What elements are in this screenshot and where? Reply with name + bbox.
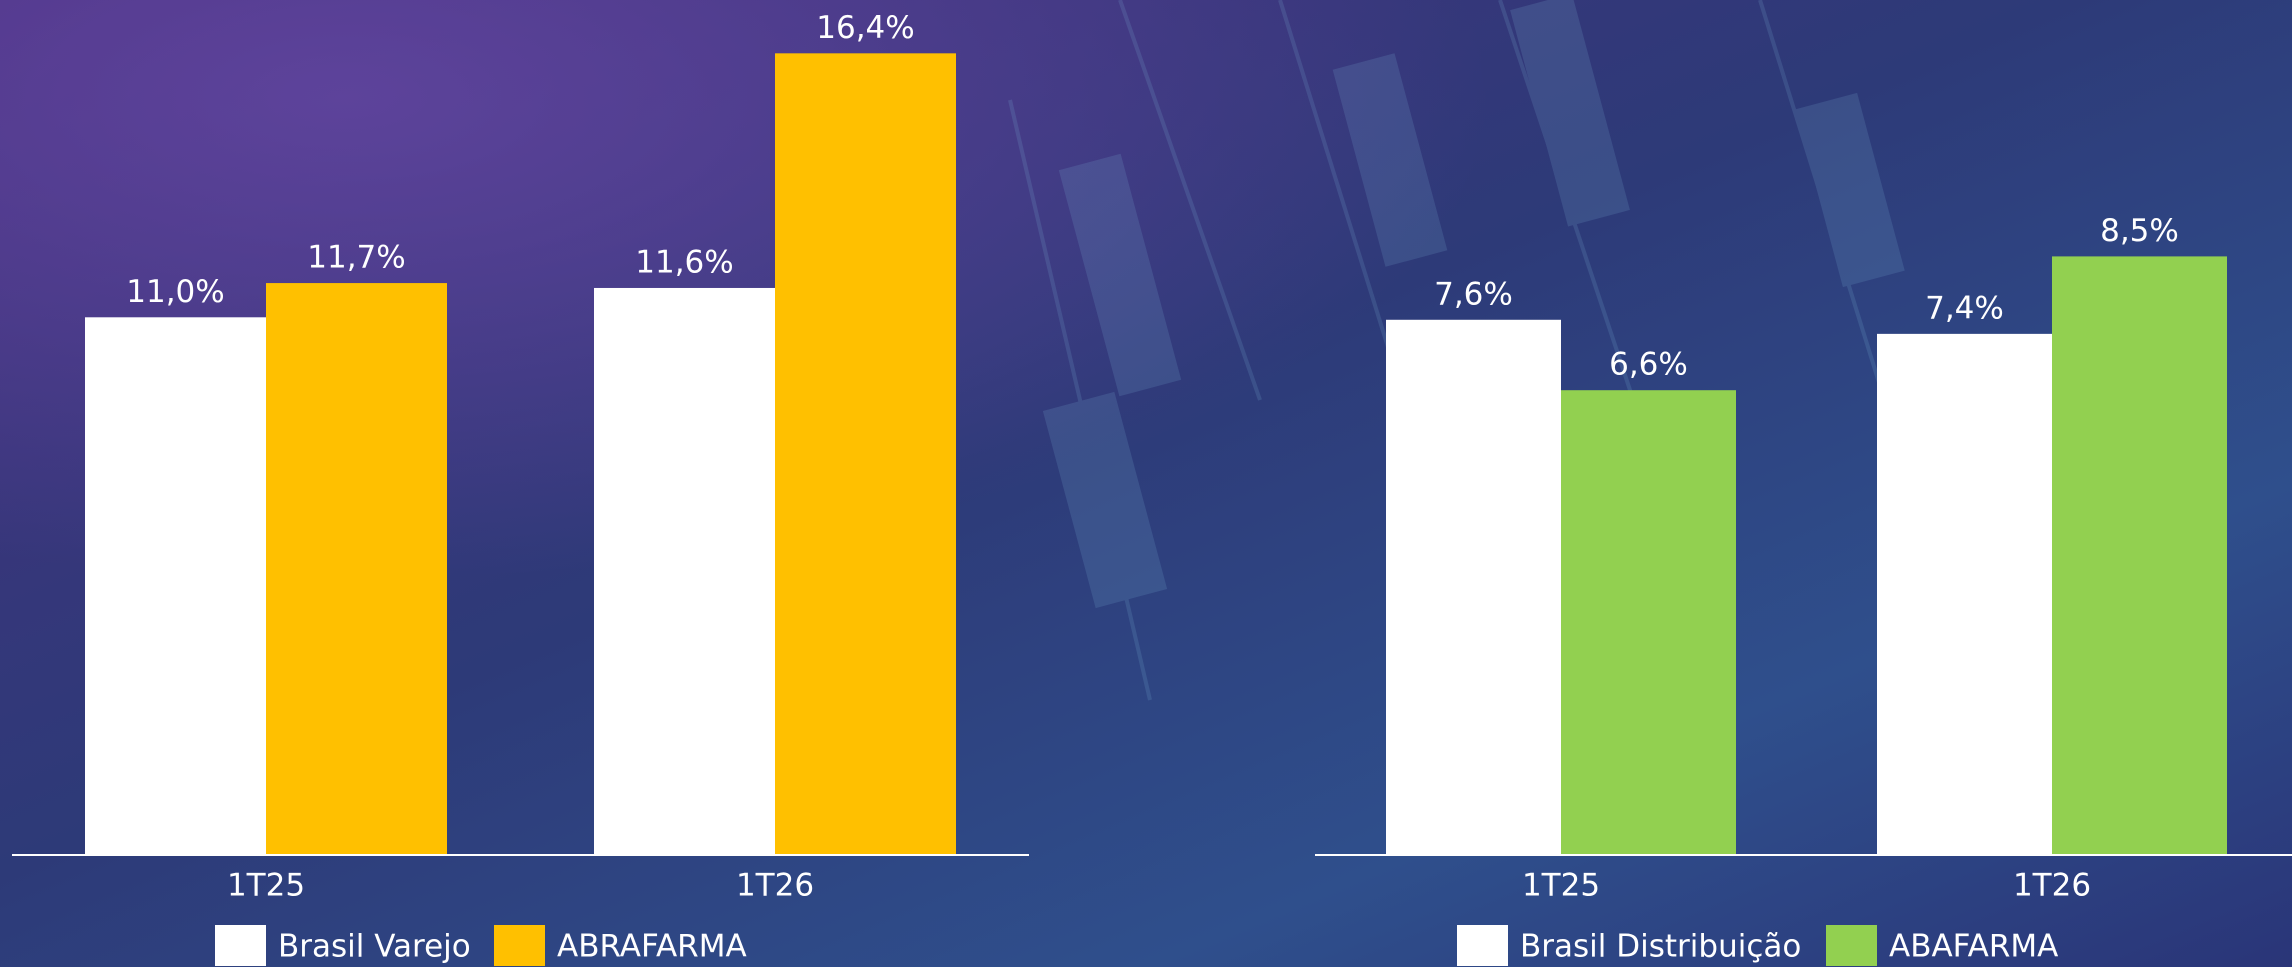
legend-swatch	[1457, 925, 1508, 966]
legend-label: ABRAFARMA	[557, 929, 747, 965]
bar	[2052, 256, 2227, 855]
x-tick-label: 1T26	[736, 868, 814, 904]
legend-label: Brasil Distribuição	[1520, 929, 1801, 965]
value-label: 11,0%	[126, 274, 224, 310]
bar	[1386, 319, 1561, 855]
value-label: 16,4%	[816, 10, 914, 46]
bar	[594, 287, 775, 855]
bar	[1877, 333, 2052, 856]
legend-label: ABAFARMA	[1889, 929, 2058, 965]
x-tick-label: 1T25	[1522, 868, 1600, 904]
value-label: 11,6%	[635, 244, 733, 280]
legend-label: Brasil Varejo	[278, 929, 471, 965]
bar	[1561, 390, 1736, 855]
legend-swatch	[494, 925, 545, 966]
bar	[266, 283, 447, 855]
x-tick-label: 1T25	[227, 868, 305, 904]
legend-swatch	[215, 925, 266, 966]
value-label: 6,6%	[1609, 347, 1688, 383]
bar	[775, 53, 956, 856]
value-label: 7,4%	[1925, 290, 2004, 326]
x-tick-label: 1T26	[2013, 868, 2091, 904]
bar	[85, 317, 266, 855]
legend-swatch	[1826, 925, 1877, 966]
value-label: 11,7%	[307, 240, 405, 276]
value-label: 7,6%	[1434, 276, 1513, 312]
value-label: 8,5%	[2100, 213, 2179, 249]
